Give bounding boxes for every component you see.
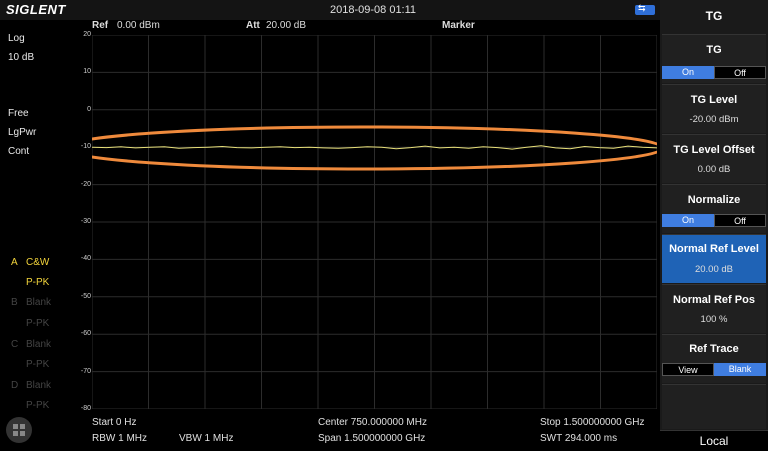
y-tick-label: -30	[80, 218, 91, 225]
stop-freq: Stop 1.500000000 GHz	[540, 417, 645, 428]
trace-c-letter[interactable]: C	[11, 339, 19, 350]
normalize-toggle-button[interactable]: Normalize On Off	[662, 184, 766, 233]
scale-type: Log	[8, 33, 25, 44]
normal-ref-level-label: Normal Ref Level	[669, 243, 759, 255]
y-tick-label: 10	[83, 68, 91, 75]
normalize-off-option[interactable]: Off	[714, 214, 766, 227]
menu-grid-icon[interactable]	[6, 417, 32, 443]
tg-level-label: TG Level	[690, 94, 738, 106]
trace-a-name[interactable]: C&W	[26, 257, 50, 268]
tg-level-offset-value: 0.00 dB	[697, 164, 731, 175]
normal-ref-level-value: 20.00 dB	[694, 264, 734, 275]
att-label: Att	[246, 20, 260, 31]
normal-ref-pos-label: Normal Ref Pos	[673, 294, 755, 306]
plot-grid	[92, 35, 657, 409]
tg-level-offset-label: TG Level Offset	[673, 144, 755, 156]
y-tick-label: -10	[80, 143, 91, 150]
trace-b-name[interactable]: Blank	[26, 297, 52, 308]
trace-c-name[interactable]: Blank	[26, 339, 52, 350]
highlight-ellipse	[92, 125, 657, 171]
ref-trace-label: Ref Trace	[689, 343, 739, 355]
y-tick-label: -20	[80, 181, 91, 188]
tg-off-option[interactable]: Off	[714, 66, 766, 79]
trace-c-mode: P-PK	[26, 359, 50, 370]
spectrum-plot[interactable]	[92, 35, 657, 409]
normalize-label: Normalize	[687, 194, 741, 206]
normal-ref-pos-button[interactable]: Normal Ref Pos 100 %	[662, 284, 766, 333]
y-tick-label: 0	[87, 106, 91, 113]
trace-a-mode: P-PK	[26, 277, 50, 288]
tg-toggle-button[interactable]: TG On Off	[662, 34, 766, 83]
ref-trace-toggle-button[interactable]: Ref Trace View Blank	[662, 334, 766, 383]
tg-on-option[interactable]: On	[662, 66, 714, 79]
normal-ref-pos-value: 100 %	[700, 314, 728, 325]
rbw: RBW 1 MHz	[92, 433, 147, 444]
ref-trace-view-option[interactable]: View	[662, 363, 714, 376]
datetime: 2018-09-08 01:11	[330, 4, 417, 16]
normal-ref-level-button[interactable]: Normal Ref Level 20.00 dB	[662, 234, 766, 283]
empty-softkey[interactable]	[662, 384, 766, 429]
softkey-panel: TG TG On Off TG Level -20.00 dBm TG Leve…	[660, 0, 768, 451]
trace-a-letter[interactable]: A	[11, 257, 18, 268]
y-tick-label: 20	[83, 31, 91, 38]
detector: LgPwr	[8, 127, 37, 138]
marker-label: Marker	[442, 20, 475, 31]
ref-value: 0.00 dBm	[117, 20, 160, 31]
span: Span 1.500000000 GHz	[318, 433, 426, 444]
ref-label: Ref	[92, 20, 109, 31]
trace-a-line	[92, 145, 657, 150]
tg-label: TG	[706, 44, 722, 56]
y-tick-label: -60	[80, 330, 91, 337]
tg-level-button[interactable]: TG Level -20.00 dBm	[662, 84, 766, 133]
siglent-logo: SIGLENT	[6, 2, 66, 17]
sweep-time: SWT 294.000 ms	[540, 433, 618, 444]
y-tick-label: -50	[80, 293, 91, 300]
y-tick-label: -80	[80, 405, 91, 412]
vbw: VBW 1 MHz	[179, 433, 234, 444]
sweep-mode: Cont	[8, 146, 30, 157]
tg-level-value: -20.00 dBm	[689, 114, 739, 125]
local-button[interactable]: Local	[660, 430, 768, 451]
normalize-on-option[interactable]: On	[662, 214, 714, 227]
trigger-mode: Free	[8, 108, 29, 119]
tg-level-offset-button[interactable]: TG Level Offset 0.00 dB	[662, 134, 766, 183]
menu-title: TG	[705, 9, 723, 23]
center-freq: Center 750.000000 MHz	[318, 417, 427, 428]
ref-trace-blank-option[interactable]: Blank	[714, 363, 766, 376]
att-value: 20.00 dB	[266, 20, 307, 31]
y-tick-label: -40	[80, 255, 91, 262]
top-bar	[0, 0, 660, 20]
trace-d-letter[interactable]: D	[11, 380, 19, 391]
trace-b-mode: P-PK	[26, 318, 50, 329]
trace-b-letter[interactable]: B	[11, 297, 18, 308]
start-freq: Start 0 Hz	[92, 417, 137, 428]
trace-d-mode: P-PK	[26, 400, 50, 411]
usb-icon: ⇆	[635, 3, 655, 15]
trace-d-name[interactable]: Blank	[26, 380, 52, 391]
scale-div: 10 dB	[8, 52, 35, 63]
y-tick-label: -70	[80, 368, 91, 375]
